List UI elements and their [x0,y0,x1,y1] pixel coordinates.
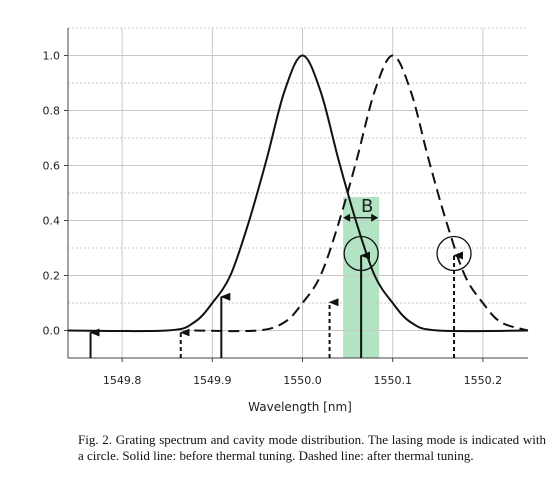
lasing-mode-circle [343,235,379,272]
chart: 1549.8 1549.9 1550.0 1550.1 1550.2 0.0 0.2 0.4 0… [43,27,529,414]
figure: 1549.8 1549.9 1550.0 1550.1 1550.2 0.0 0.2 0.4 0… [43,27,529,414]
x-tick-label: 1549.9 [193,374,232,387]
series-layer [67,54,529,333]
band-label: B [361,196,373,217]
y-tick-label: 0.8 [43,105,61,118]
y-tick-label: 0.0 [43,325,61,338]
figure-caption: Fig. 2. Grating spectrum and cavity mode… [78,432,546,463]
lasing-mode-circle [436,235,472,272]
y-tick-label: 0.4 [43,215,61,228]
y-tick-label: 1.0 [43,50,61,63]
x-tick-label: 1550.1 [373,374,412,387]
x-axis-label: Wavelength [nm] [248,400,352,414]
x-tick-label: 1549.8 [103,374,142,387]
y-tick-label: 0.6 [43,160,61,173]
spectrum-after-tuning [194,54,529,333]
axes-layer: 1549.8 1549.9 1550.0 1550.1 1550.2 0.0 0.2 0.4 0… [43,28,528,387]
band-width-arrowhead-right [371,213,379,222]
x-tick-label: 1550.0 [283,374,322,387]
annotation-layer: B [343,196,472,272]
band-width-arrowhead-left [343,213,351,222]
spectrum-before-tuning [67,54,529,333]
modes-layer [89,251,464,358]
y-tick-label: 0.2 [43,270,61,283]
x-tick-label: 1550.2 [464,374,503,387]
